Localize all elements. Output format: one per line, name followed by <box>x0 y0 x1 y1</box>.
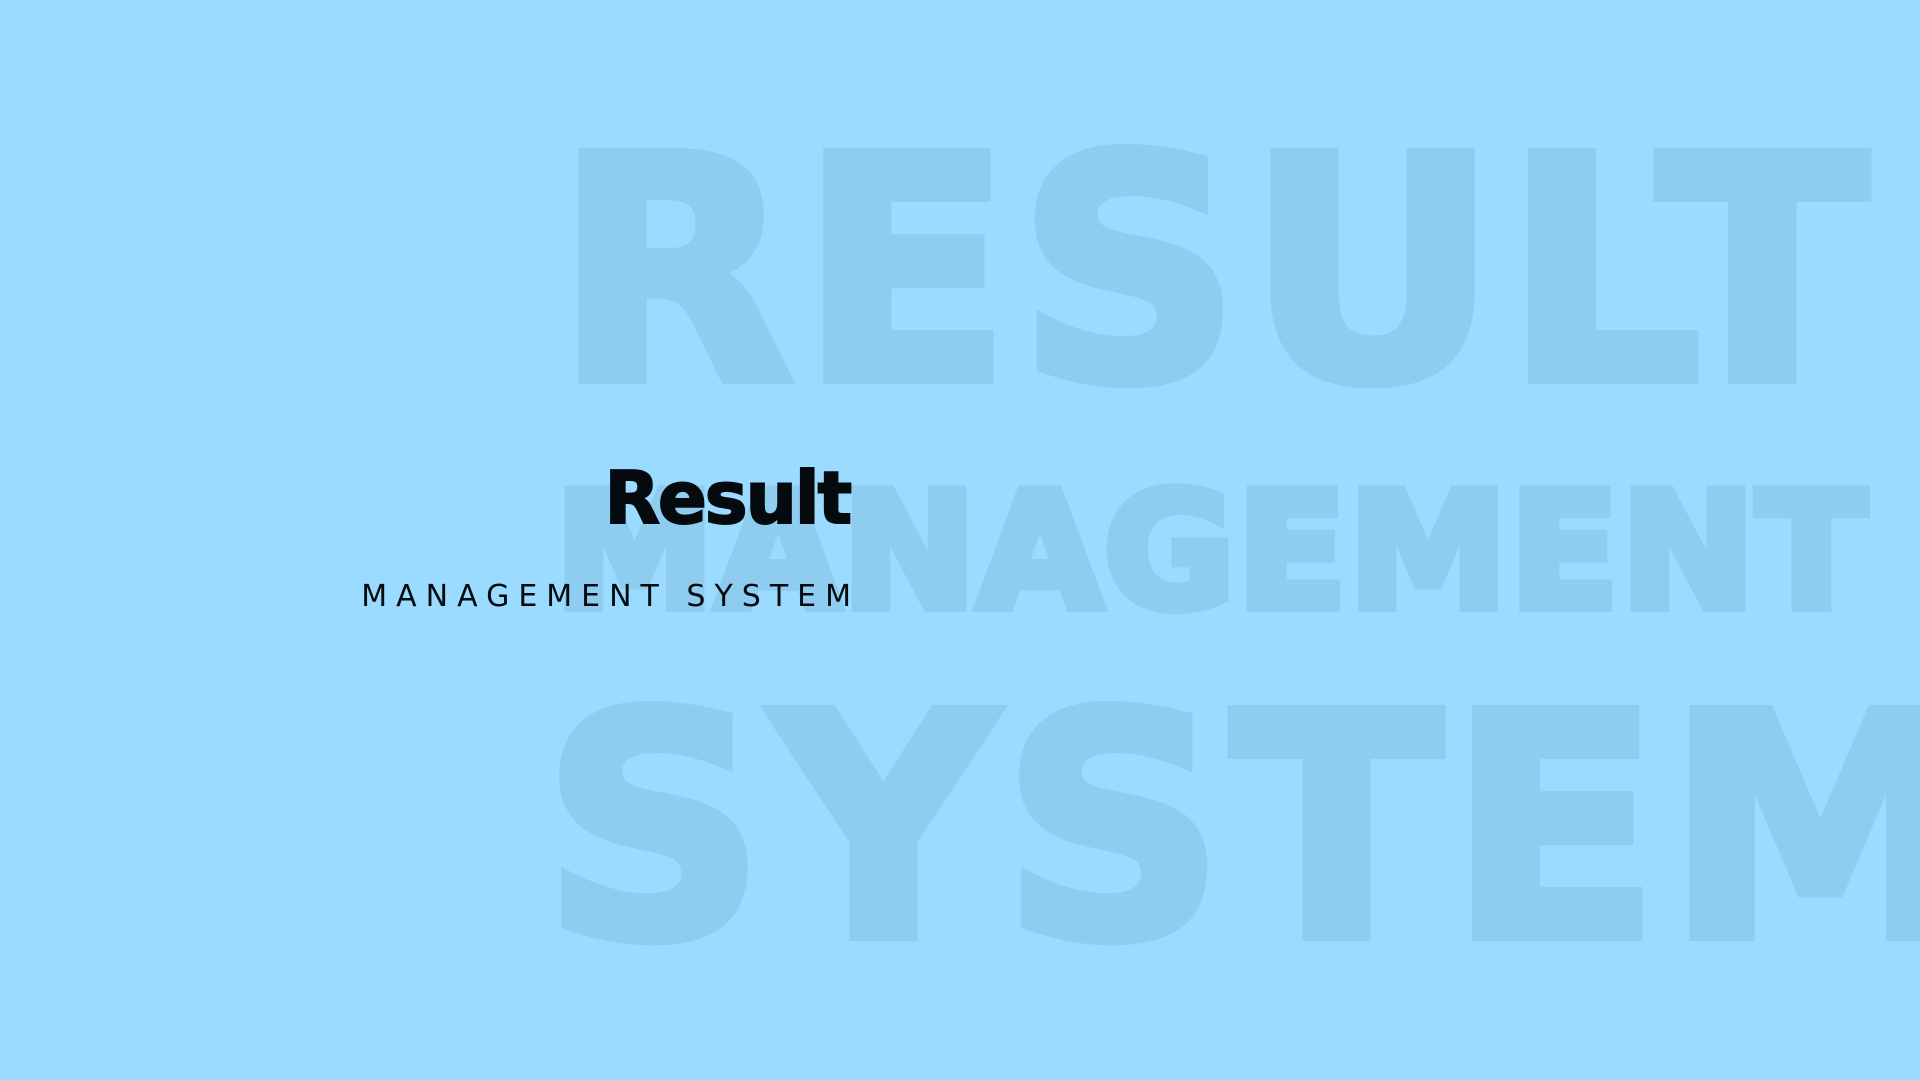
watermark-result: RESULT <box>550 92 1875 453</box>
app-logo: Result MANAGEMENT SYSTEM <box>340 456 860 622</box>
watermark-system: SYSTEM <box>537 649 1920 1010</box>
logo-subtitle: MANAGEMENT SYSTEM <box>361 579 860 614</box>
logo-title: Result <box>604 456 853 540</box>
